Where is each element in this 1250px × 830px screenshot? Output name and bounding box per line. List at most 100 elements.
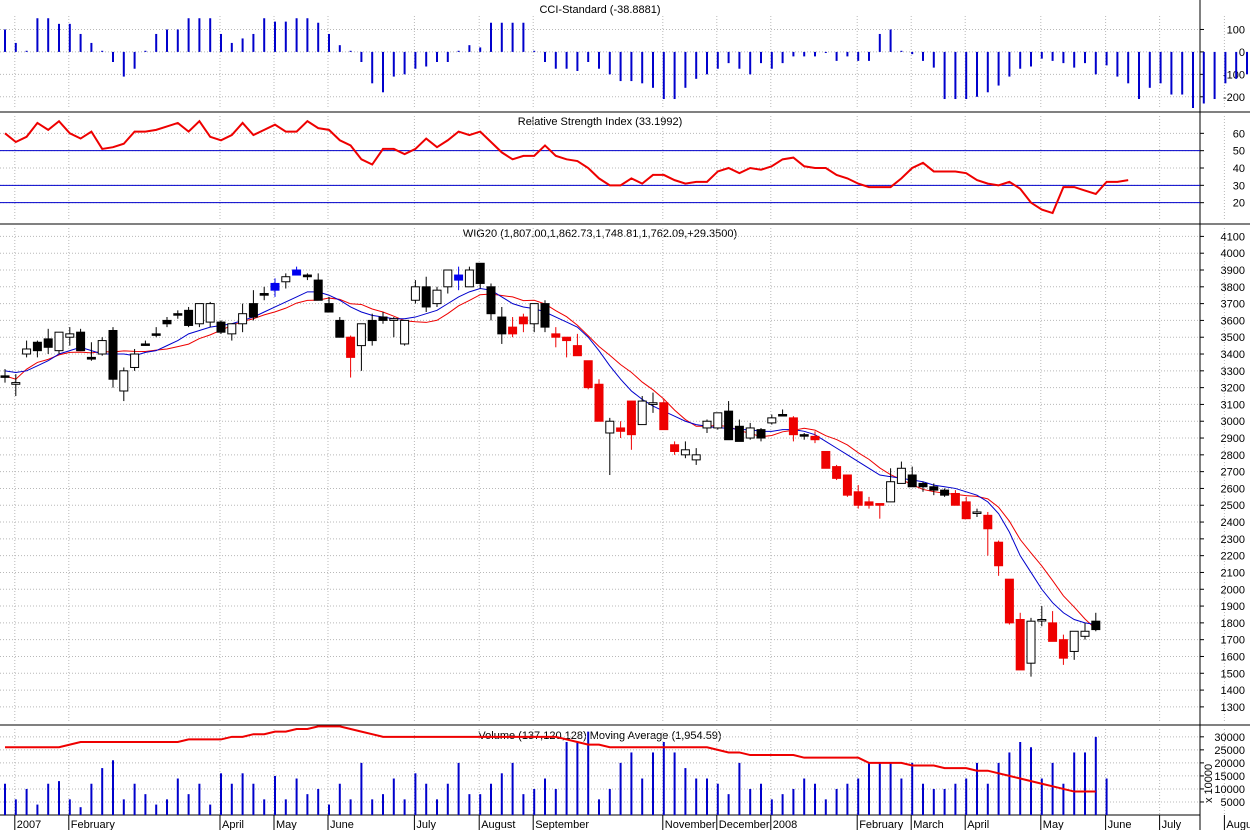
price-tick-label: 3100 <box>1221 399 1245 411</box>
month-label: June <box>330 819 354 830</box>
vol-tick-label: 20000 <box>1214 758 1245 770</box>
candle-body <box>691 454 701 461</box>
month-label: March <box>913 819 944 830</box>
month-label: May <box>276 819 297 830</box>
candle-body <box>22 348 32 355</box>
candle-body <box>529 303 539 325</box>
candle-body <box>378 316 388 321</box>
rsi-tick-label: 20 <box>1233 198 1245 210</box>
candle-body <box>918 482 928 488</box>
candle-body <box>1026 620 1036 664</box>
cci-tick-label: -100 <box>1223 69 1245 81</box>
candle-body <box>443 269 453 288</box>
candle-body <box>745 427 755 439</box>
candle-body <box>259 293 269 296</box>
candle-body <box>119 370 129 392</box>
candle-body <box>400 319 410 345</box>
candle-body <box>184 309 194 326</box>
month-label: September <box>535 819 589 830</box>
price-tick-label: 1400 <box>1221 685 1245 697</box>
month-label: November <box>665 819 716 830</box>
candle-body <box>842 474 852 496</box>
candle-body <box>961 501 971 520</box>
candle-body <box>54 331 64 352</box>
price-tick-label: 1900 <box>1221 601 1245 613</box>
candle-body <box>562 336 572 342</box>
candle-body <box>972 511 982 514</box>
candle-body <box>1058 639 1068 659</box>
candle-body <box>302 274 312 278</box>
ma-short-line <box>4 287 1096 626</box>
candle-body <box>886 481 896 503</box>
candle-body <box>97 340 107 355</box>
candle-body <box>475 262 485 284</box>
candle-body <box>76 331 86 352</box>
candle-body <box>756 429 766 439</box>
price-tick-label: 1500 <box>1221 668 1245 680</box>
volume-ma-line <box>5 725 1096 793</box>
candle-body <box>659 402 669 431</box>
price-tick-label: 1800 <box>1221 618 1245 630</box>
candle-body <box>670 444 680 452</box>
price-tick-label: 2700 <box>1221 467 1245 479</box>
candle-body <box>162 319 172 325</box>
candle-body <box>335 319 345 338</box>
candle-body <box>551 333 561 338</box>
price-tick-label: 2300 <box>1221 534 1245 546</box>
price-tick-label: 3700 <box>1221 299 1245 311</box>
candle-body <box>389 318 399 321</box>
month-label: February <box>859 819 904 830</box>
candle-body <box>65 333 75 338</box>
candle-body <box>313 279 323 301</box>
candle-body <box>324 303 334 313</box>
candle-body <box>140 343 150 346</box>
volume-unit-label: x 10000 <box>1203 764 1215 803</box>
cci-title: CCI-Standard (-38.8881) <box>539 4 660 16</box>
candle-body <box>1048 622 1058 642</box>
vol-tick-label: 15000 <box>1214 771 1245 783</box>
candle-body <box>108 329 118 380</box>
candle-body <box>497 316 507 335</box>
candle-body <box>680 449 690 456</box>
candle-body <box>799 434 809 437</box>
candle-body <box>238 313 248 325</box>
cci-tick-label: -200 <box>1223 92 1245 104</box>
price-tick-label: 4000 <box>1221 248 1245 260</box>
price-tick-label: 2200 <box>1221 551 1245 563</box>
vol-tick-label: 25000 <box>1214 745 1245 757</box>
rsi-panel: 60 50 40 30 20 <box>0 116 1245 220</box>
candle-body <box>983 514 993 530</box>
candle-body <box>270 282 280 291</box>
price-tick-label: 3900 <box>1221 265 1245 277</box>
month-label: February <box>71 819 116 830</box>
candle-body <box>518 316 528 325</box>
price-tick-label: 3800 <box>1221 282 1245 294</box>
candle-body <box>734 425 744 442</box>
month-label: August <box>481 819 515 830</box>
rsi-tick-label: 60 <box>1233 128 1245 140</box>
month-label: 2007 <box>17 819 41 830</box>
price-tick-label: 4100 <box>1221 231 1245 243</box>
month-label: April <box>222 819 244 830</box>
price-panel: 4100 4000 3900 3800 3700 3600 3500 3400 3300 3200… <box>0 228 1245 722</box>
month-label: April <box>967 819 989 830</box>
month-label: May <box>1043 819 1064 830</box>
candle-body <box>1004 578 1014 624</box>
candle-body <box>583 360 593 389</box>
price-tick-label: 2800 <box>1221 450 1245 462</box>
candle-body <box>637 400 647 426</box>
rsi-tick-label: 30 <box>1233 180 1245 192</box>
candle-body <box>1069 630 1079 652</box>
candle-body <box>205 303 215 323</box>
candle-body <box>486 286 496 315</box>
cci-tick-label: 0 <box>1239 47 1245 59</box>
price-tick-label: 1300 <box>1221 702 1245 714</box>
rsi-line <box>4 119 1129 215</box>
candle-body <box>356 323 366 347</box>
vol-tick-label: 30000 <box>1214 732 1245 744</box>
candle-body <box>194 303 204 325</box>
candle-body <box>216 321 226 333</box>
candle-body <box>173 313 183 316</box>
cci-tick-label: 100 <box>1227 24 1245 36</box>
